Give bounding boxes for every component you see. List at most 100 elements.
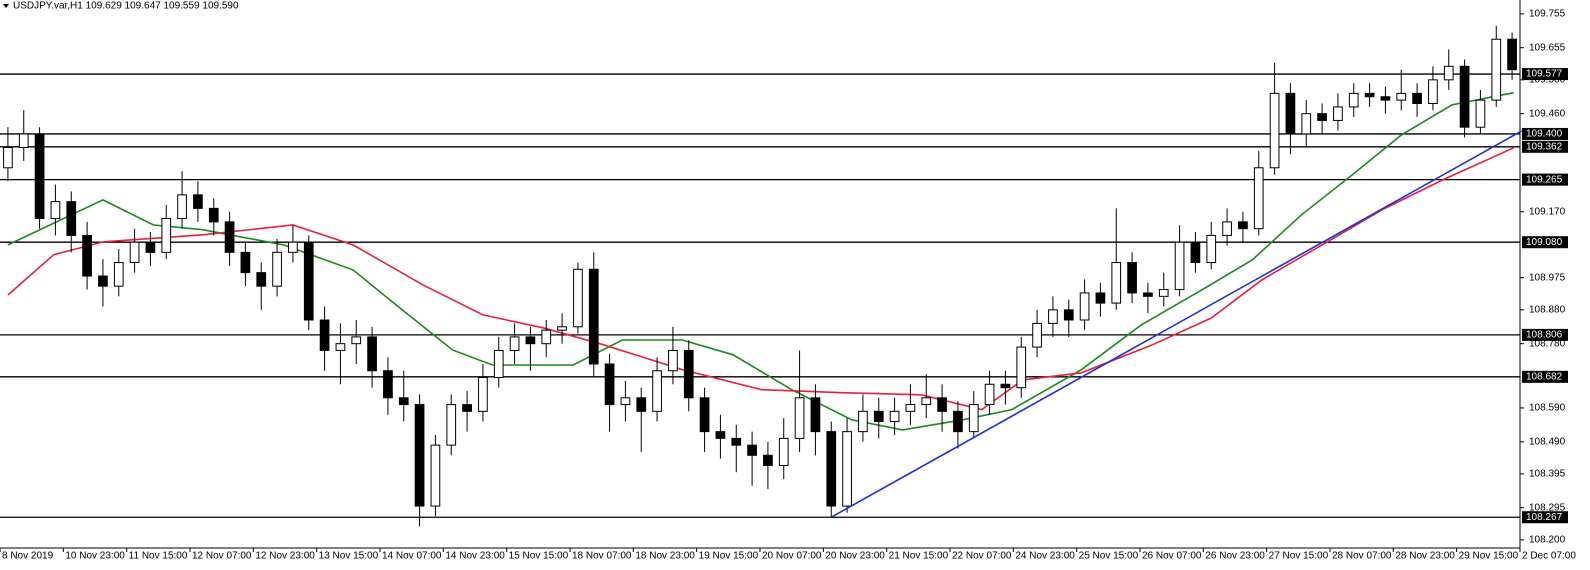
x-tick-label: 14 Nov 23:00	[445, 551, 505, 562]
candle-body	[826, 431, 837, 507]
candle-body	[367, 336, 377, 372]
x-tick-label: 14 Nov 07:00	[382, 551, 442, 562]
candle-body	[1238, 221, 1248, 230]
candle-body	[541, 329, 552, 345]
candle-body	[335, 343, 346, 351]
candle-body	[858, 410, 868, 433]
candle-body	[256, 272, 267, 287]
candle-body	[604, 363, 615, 406]
candle-body	[240, 251, 251, 274]
y-tick-label: 108.780	[1529, 338, 1566, 349]
candle-body	[383, 370, 393, 399]
x-tick-label: 2 Dec 07:00	[1522, 551, 1576, 562]
y-tick-label: 108.975	[1529, 272, 1566, 283]
x-tick-label: 24 Nov 23:00	[1015, 551, 1075, 562]
candle-body	[889, 410, 900, 422]
indicator-line	[7, 147, 1515, 411]
candle-body	[1190, 241, 1201, 263]
candle-body	[1491, 38, 1502, 101]
candle-body	[98, 275, 108, 287]
candle-body	[699, 397, 710, 433]
level-label: 108.267	[1526, 512, 1563, 523]
candle-body	[509, 336, 520, 351]
candle-body	[66, 201, 77, 236]
candle-body	[1412, 92, 1422, 105]
x-tick-label: 26 Nov 23:00	[1205, 551, 1265, 562]
y-tick-label: 108.590	[1529, 403, 1566, 414]
candle-body	[683, 349, 694, 399]
candle-body	[984, 383, 995, 406]
candle-body	[1507, 38, 1517, 71]
x-tick-label: 22 Nov 07:00	[952, 551, 1012, 562]
candle-body	[303, 241, 314, 321]
candle-body	[968, 404, 979, 433]
level-label: 108.806	[1526, 330, 1563, 341]
level-label-box	[1522, 127, 1568, 140]
candle-body	[1000, 383, 1011, 389]
x-tick-label: 21 Nov 15:00	[889, 551, 949, 562]
x-tick-label: 29 Nov 15:00	[1459, 551, 1519, 562]
candle-body	[636, 397, 647, 412]
y-tick-label: 108.395	[1529, 469, 1566, 480]
y-tick-label: 108.490	[1529, 436, 1566, 447]
candle-body	[462, 404, 472, 412]
level-label: 109.400	[1526, 129, 1563, 140]
candle-body	[161, 218, 172, 253]
y-tick-label: 109.460	[1529, 108, 1566, 119]
x-tick-label: 10 Nov 23:00	[65, 551, 125, 562]
candle-body	[1063, 309, 1074, 321]
candle-body	[319, 319, 330, 351]
candle-body	[351, 336, 362, 345]
candle-body	[113, 261, 124, 287]
candle-body	[398, 397, 409, 406]
candle-body	[288, 241, 298, 253]
x-tick-label: 12 Nov 23:00	[255, 551, 315, 562]
candle-body	[525, 336, 536, 345]
level-label-box	[1522, 370, 1568, 383]
y-tick-label: 108.295	[1529, 502, 1566, 513]
indicator-line	[830, 130, 1522, 518]
candle-body	[478, 377, 488, 412]
candle-body	[778, 437, 789, 466]
candle-body	[1459, 65, 1470, 128]
candle-body	[588, 268, 599, 365]
x-tick-label: 19 Nov 15:00	[699, 551, 759, 562]
candle-body	[1301, 113, 1312, 135]
candle-body	[34, 133, 45, 220]
candle-body	[1158, 289, 1169, 297]
candle-body	[620, 397, 631, 406]
candle-body	[668, 349, 678, 372]
candle-body	[1206, 234, 1217, 263]
candle-body	[731, 437, 742, 446]
level-label: 109.265	[1526, 174, 1563, 185]
candle-body	[430, 444, 441, 507]
level-label-box	[1522, 328, 1568, 341]
candle-body	[1111, 261, 1122, 304]
candle-body	[810, 397, 821, 433]
level-label-box	[1522, 173, 1568, 186]
candle-body	[1222, 221, 1232, 236]
level-label: 109.362	[1526, 141, 1563, 152]
candle-body	[1333, 106, 1343, 121]
x-tick-label: 28 Nov 07:00	[1332, 551, 1392, 562]
title-marker	[3, 4, 9, 8]
candle-body	[1348, 92, 1359, 108]
candle-body	[842, 431, 852, 507]
level-label: 109.577	[1526, 69, 1563, 80]
candle-body	[557, 326, 567, 331]
candle-body	[50, 201, 61, 220]
candle-body	[82, 234, 92, 277]
candle-body	[1380, 96, 1391, 101]
x-tick-label: 12 Nov 07:00	[192, 551, 252, 562]
candle-body	[1285, 92, 1296, 135]
candle-body	[193, 194, 203, 209]
candle-body	[1317, 113, 1327, 121]
candle-body	[763, 454, 773, 466]
candle-body	[573, 268, 583, 328]
candle-body	[921, 397, 932, 406]
y-tick-label: 109.755	[1529, 9, 1566, 20]
x-tick-label: 20 Nov 23:00	[825, 551, 885, 562]
candle-body	[145, 241, 156, 253]
candle-body	[18, 133, 29, 148]
candle-body	[747, 444, 757, 456]
